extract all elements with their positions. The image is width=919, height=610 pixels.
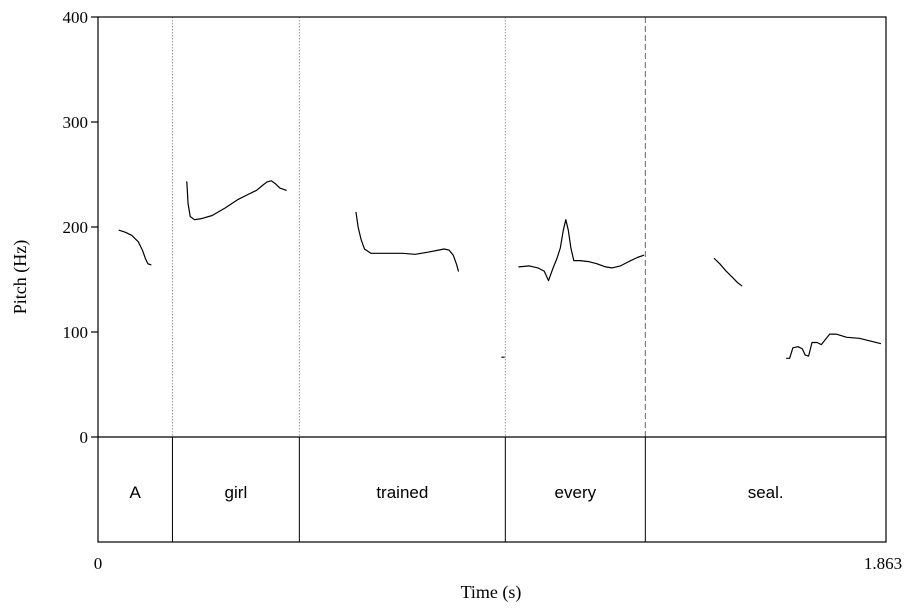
x-tick-label-end: 1.863 bbox=[864, 554, 902, 573]
pitch-segment-4 bbox=[518, 219, 645, 282]
y-tick-label-4: 400 bbox=[63, 8, 89, 27]
word-label-1: girl bbox=[225, 483, 248, 502]
pitch-segment-5 bbox=[713, 257, 743, 287]
x-axis-title: Time (s) bbox=[461, 582, 522, 603]
pitch-segment-2 bbox=[355, 211, 459, 272]
y-tick-label-3: 300 bbox=[63, 113, 89, 132]
y-axis-ticks: 0 100 200 300 400 bbox=[63, 8, 98, 447]
pitch-segment-1 bbox=[186, 180, 287, 221]
word-label-2: trained bbox=[376, 483, 428, 502]
word-boundaries bbox=[171, 17, 646, 437]
pitch-segment-0 bbox=[118, 229, 152, 266]
x-tick-label-start: 0 bbox=[94, 554, 103, 573]
y-tick-label-1: 100 bbox=[63, 323, 89, 342]
pitch-contour bbox=[118, 180, 882, 359]
plot-frame bbox=[97, 16, 887, 543]
word-label-4: seal. bbox=[748, 483, 784, 502]
y-tick-label-0: 0 bbox=[80, 428, 89, 447]
y-axis-title: Pitch (Hz) bbox=[10, 240, 31, 314]
pitch-segment-6 bbox=[785, 333, 882, 359]
word-label-0: A bbox=[130, 483, 142, 502]
y-tick-label-2: 200 bbox=[63, 218, 89, 237]
word-label-3: every bbox=[555, 483, 597, 502]
